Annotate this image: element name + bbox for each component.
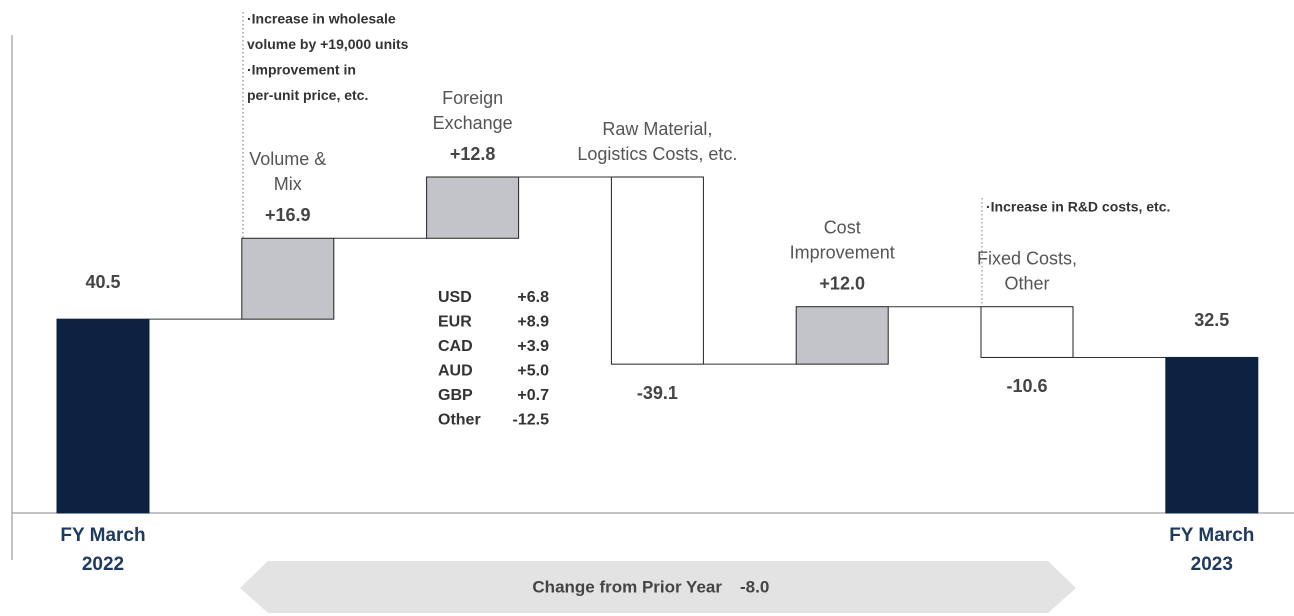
fx-currency: CAD [438, 338, 473, 355]
total-label: 40.5 [85, 272, 120, 292]
fx-currency: GBP [438, 387, 473, 404]
note: ·Increase in R&D costs, etc. [986, 199, 1170, 215]
category-label: Mix [274, 174, 302, 194]
note: per-unit price, etc. [247, 87, 368, 103]
fx-value: +8.9 [517, 314, 549, 331]
bar [980, 306, 1074, 358]
category-label: Other [1004, 273, 1049, 293]
value-label: -10.6 [1006, 376, 1047, 396]
fx-value: +3.9 [517, 338, 549, 355]
change-label: Change from Prior Year [532, 577, 722, 596]
bar [56, 318, 150, 514]
category-label: Cost [824, 217, 861, 237]
x-tick-label: 2023 [1191, 554, 1233, 575]
category-label: Exchange [433, 113, 513, 133]
fx-value: +6.8 [517, 289, 549, 306]
category-label: Foreign [442, 88, 503, 108]
bar [241, 237, 335, 320]
fx-value: +0.7 [517, 387, 549, 404]
fx-currency: USD [438, 289, 472, 306]
note: ·Increase in wholesale [247, 11, 396, 27]
category-label: Improvement [790, 242, 895, 262]
x-tick-label: FY March [1169, 525, 1254, 546]
total-label: 32.5 [1194, 310, 1229, 330]
note: volume by +19,000 units [247, 36, 409, 52]
bar [610, 176, 704, 365]
change-value: -8.0 [740, 577, 769, 596]
bar [1165, 356, 1259, 514]
value-label: +16.9 [265, 205, 311, 225]
fx-currency: EUR [438, 314, 472, 331]
bar [426, 176, 520, 239]
fx-currency: Other [438, 412, 481, 429]
change-arrow [240, 561, 1076, 613]
fx-value: -12.5 [513, 412, 550, 429]
bar [795, 306, 889, 365]
x-tick-label: 2022 [82, 554, 124, 575]
value-label: -39.1 [637, 383, 678, 403]
category-label: Raw Material, [602, 119, 712, 139]
fx-value: +5.0 [517, 363, 549, 380]
category-label: Fixed Costs, [977, 248, 1077, 268]
category-label: Volume & [249, 149, 326, 169]
x-tick-label: FY March [60, 525, 145, 546]
value-label: +12.0 [819, 273, 865, 293]
note: ·Improvement in [247, 62, 356, 78]
value-label: +12.8 [450, 144, 496, 164]
fx-currency: AUD [438, 363, 473, 380]
category-label: Logistics Costs, etc. [577, 144, 737, 164]
